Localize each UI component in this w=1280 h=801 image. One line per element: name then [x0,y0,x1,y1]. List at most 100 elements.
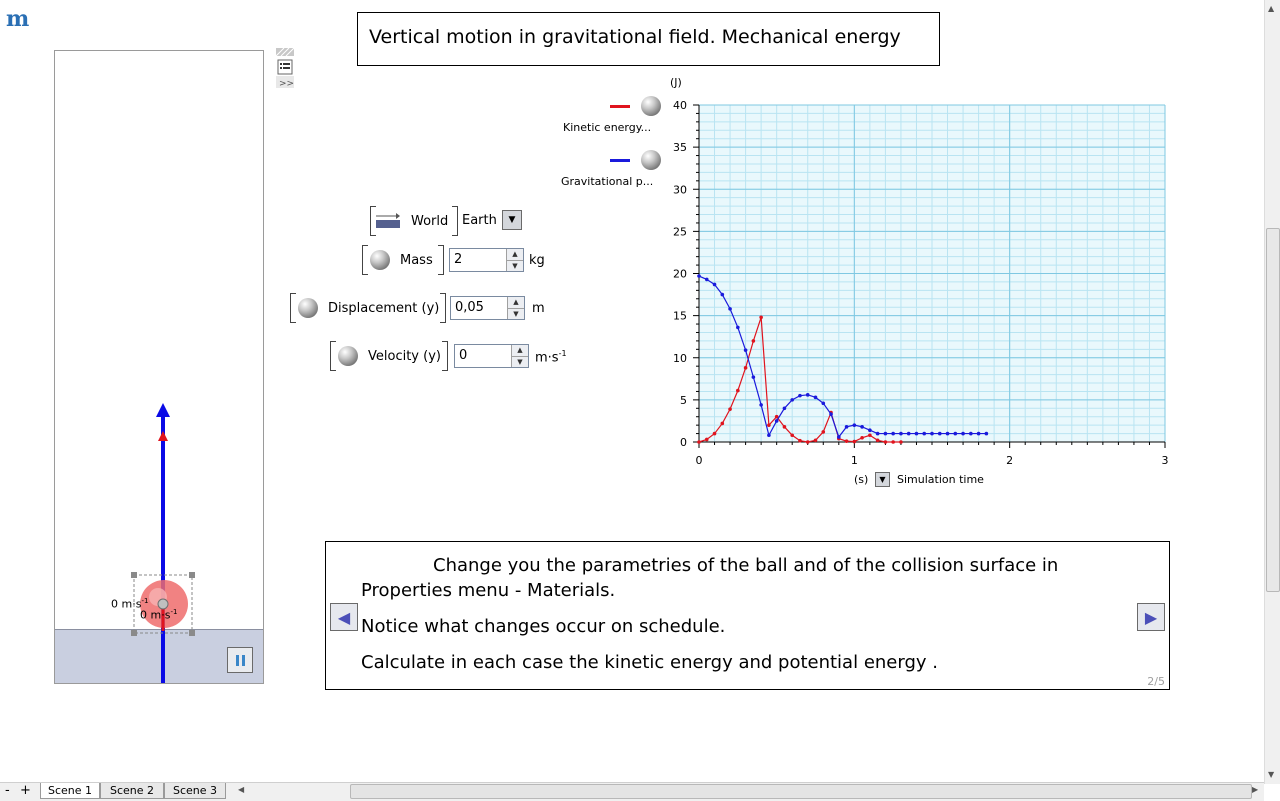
mass-control[interactable]: Mass [362,245,444,275]
panel-tools[interactable]: >> [276,48,294,88]
velocity-input[interactable]: 0 ▲ ▼ [454,344,529,368]
velocity-value[interactable]: 0 [459,348,468,363]
data-point-0 [736,388,740,393]
tab-scene-2[interactable]: Scene 2 [100,783,164,799]
data-point-1 [697,274,701,278]
data-point-0 [743,366,748,370]
x-tick-label: 3 [1162,454,1169,467]
scroll-left-icon[interactable]: ◀ [238,785,245,794]
world-dropdown[interactable]: ▼ [502,210,522,230]
y-tick-label: 35 [673,141,687,154]
x-tick-label: 2 [1006,454,1013,467]
data-point-1 [860,425,864,429]
velocity-control[interactable]: Velocity (y) [330,341,448,371]
add-scene-button[interactable]: + [20,783,31,798]
data-point-1 [837,435,841,439]
displacement-unit: m [532,301,545,316]
data-point-1 [743,348,748,352]
scroll-down-icon[interactable]: ▼ [1268,770,1275,779]
data-point-1 [767,433,771,438]
data-point-1 [914,431,919,436]
data-point-0 [767,423,771,427]
instruction-line-4: Calculate in each case the kinetic energ… [361,652,938,673]
horizontal-scroll-thumb[interactable] [350,784,1252,799]
page-title: Vertical motion in gravitational field. … [369,26,901,48]
data-point-1 [720,292,725,297]
displacement-control[interactable]: Displacement (y) [290,293,446,323]
data-point-1 [852,423,857,427]
simulation-scene[interactable]: 0 m·s-1 0 m·s-1 [54,50,264,684]
data-point-0 [712,431,717,436]
displacement-up-button[interactable]: ▲ [508,297,524,309]
velocity-up-button[interactable]: ▲ [512,345,528,357]
previous-page-button[interactable]: ◀ [330,603,358,631]
data-point-0 [875,438,880,443]
displacement-ball-icon [298,298,318,318]
instruction-line-3: Notice what changes occur on schedule. [361,616,726,637]
legend-potential-swatch [610,159,630,162]
data-point-0 [720,421,725,426]
data-point-0 [844,439,849,443]
data-point-1 [798,393,802,398]
tab-scene-3[interactable]: Scene 3 [164,783,226,799]
scroll-up-icon[interactable]: ▲ [1268,4,1275,13]
world-label: World [411,213,449,229]
data-point-1 [891,431,895,436]
data-point-0 [790,433,794,438]
next-page-button[interactable]: ▶ [1137,603,1165,631]
velocity-down-button[interactable]: ▼ [512,356,528,367]
data-point-1 [945,431,950,436]
data-point-1 [813,395,818,400]
data-point-0 [728,407,732,411]
legend-potential-ball-icon[interactable] [641,150,661,170]
world-value[interactable]: Earth [462,213,497,228]
x-tick-label: 0 [696,454,703,467]
displacement-value[interactable]: 0,05 [455,300,484,315]
data-point-0 [883,440,888,444]
data-point-1 [883,431,888,436]
data-point-1 [899,431,903,436]
data-point-1 [774,419,779,423]
y-axis-label: (J) [670,76,682,89]
ball-velocity-label: 0 m·s-1 [111,597,149,611]
mass-ball-icon [370,250,390,270]
displacement-down-button[interactable]: ▼ [508,308,524,319]
displacement-input[interactable]: 0,05 ▲ ▼ [450,296,525,320]
legend-kinetic-ball-icon[interactable] [641,96,661,116]
x-axis-unit: (s) [854,473,868,486]
data-point-0 [782,425,787,429]
mass-up-button[interactable]: ▲ [507,249,523,261]
tab-scene-1[interactable]: Scene 1 [40,783,100,799]
mass-label: Mass [400,252,433,268]
data-point-0 [774,414,779,419]
vertical-scroll-thumb[interactable] [1266,228,1280,592]
data-point-1 [930,431,934,436]
y-tick-label: 25 [673,225,687,238]
pause-button[interactable] [227,647,253,673]
mass-down-button[interactable]: ▼ [507,260,523,271]
mass-value[interactable]: 2 [454,252,463,267]
scroll-right-icon[interactable]: ▶ [1252,785,1259,794]
data-point-1 [984,431,989,436]
world-control[interactable]: World [370,206,458,236]
time-unit-dropdown[interactable]: ▼ [875,472,890,487]
x-axis-label: Simulation time [897,473,984,486]
legend-kinetic-swatch [610,105,630,108]
mass-input[interactable]: 2 ▲ ▼ [449,248,524,272]
velocity-unit: m·s-1 [535,349,567,366]
remove-scene-button[interactable]: - [5,783,10,798]
y-tick-label: 10 [673,352,687,365]
y-tick-label: 30 [673,183,687,196]
svg-text:>>: >> [279,79,294,88]
data-point-1 [736,325,740,330]
data-point-1 [759,403,763,407]
legend-potential-label: Gravitational p... [561,175,654,188]
data-point-1 [712,282,717,287]
data-point-0 [751,339,756,343]
data-point-1 [875,431,880,436]
data-point-1 [953,431,958,436]
app-logo[interactable]: m [6,6,30,32]
data-point-1 [829,412,833,416]
world-icon [376,213,400,228]
